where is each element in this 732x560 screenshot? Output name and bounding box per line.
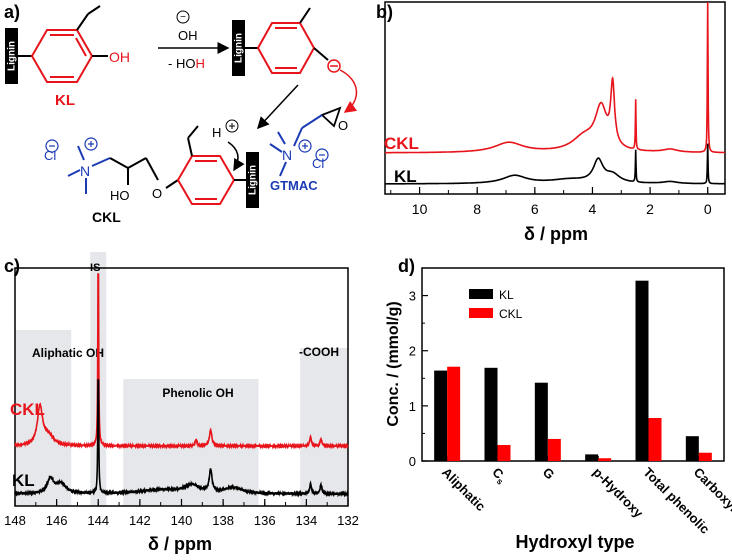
region-box <box>300 348 348 506</box>
h-plus-text: H <box>212 125 221 140</box>
ytick-label-d: 0 <box>409 454 416 469</box>
bar-ckl <box>648 417 662 461</box>
gtmac-cl: Cl <box>312 156 324 171</box>
bar-kl <box>585 454 599 461</box>
bar-ckl <box>547 438 561 461</box>
ylabel-d: Conc. / (mmol/g) <box>385 301 402 426</box>
is-label: IS <box>90 262 100 274</box>
tick-label-c: 140 <box>171 513 193 528</box>
kl-molecule: Lignin OH KL <box>5 5 130 109</box>
xlabel-d: Hydroxyl type <box>515 532 634 552</box>
ckl-n: N <box>80 163 90 179</box>
reaction-scheme: Lignin OH KL − OH - HOH Lignin <box>5 5 358 225</box>
series-line-ckl-c <box>14 273 349 450</box>
ckl-molecule: Cl N HO O Lignin CKL <box>44 125 259 225</box>
hoh-h-text: H <box>195 56 204 71</box>
gtmac-molecule: O N Cl GTMAC <box>269 106 348 193</box>
category-label: p-Hydroxy <box>590 465 647 522</box>
panel-b-label: b) <box>376 2 393 22</box>
legend-swatch-kl <box>469 289 493 299</box>
category-label: G <box>540 465 558 483</box>
category-label: Aliphatic <box>439 465 488 514</box>
tick-label-c: 138 <box>212 513 234 528</box>
panel-d-label: d) <box>398 256 415 276</box>
series-line-ckl-b <box>385 1 725 154</box>
tick-label-b: 2 <box>646 201 654 217</box>
gtmac-n: N <box>282 147 292 163</box>
bar-kl <box>685 436 699 461</box>
tick-label-c: 144 <box>87 513 109 528</box>
series-line-kl-c <box>14 379 349 498</box>
minus-sign: − <box>180 12 186 23</box>
bar-ckl <box>598 458 612 461</box>
category-label: Cs <box>488 465 510 487</box>
lignin-text: Lignin <box>7 41 18 71</box>
ytick-label-d: 1 <box>409 399 416 414</box>
hoh-pre-text: - HO <box>168 56 195 71</box>
tick-label-c: 136 <box>254 513 276 528</box>
deprotonation-arrow: − OH - HOH <box>158 10 230 71</box>
nmr-1h-chart: δ / ppm CKL KL 10 8 6 4 2 0 <box>384 1 726 244</box>
nmr-31p-chart: δ / ppm CKL KL Aliphatic OH Phenolic OH -C… <box>4 252 359 554</box>
legend-label-ckl: CKL <box>499 307 523 321</box>
bar-kl <box>434 370 448 461</box>
ckl-ether-o: O <box>152 186 162 201</box>
legend-swatch-ckl <box>469 308 493 318</box>
legend-ckl-c: CKL <box>10 400 45 419</box>
tick-label-c: 148 <box>4 513 26 528</box>
region-label: Phenolic OH <box>162 386 233 400</box>
series-line-kl-b <box>385 143 725 185</box>
legend-kl-b: KL <box>394 167 417 186</box>
tick-label-b: 4 <box>589 201 597 217</box>
xlabel-c: δ / ppm <box>148 534 212 554</box>
tick-label-c: 142 <box>129 513 151 528</box>
legend-ckl-b: CKL <box>384 134 419 153</box>
bar-ckl <box>698 452 712 461</box>
tick-label-c: 146 <box>46 513 68 528</box>
tick-label-b: 8 <box>473 201 481 217</box>
legend-label-kl: KL <box>499 288 514 302</box>
epoxide-o: O <box>338 118 348 133</box>
kl-name: KL <box>55 92 75 109</box>
ckl-name: CKL <box>92 209 121 225</box>
ytick-label-d: 2 <box>409 344 416 359</box>
region-label: Aliphatic OH <box>32 346 104 360</box>
svg-text:- HOH: - HOH <box>168 56 205 71</box>
panel-a: a) Lignin OH KL − OH - HOH <box>0 0 380 250</box>
bar-kl <box>635 280 649 461</box>
oh-ion-text: OH <box>178 28 198 43</box>
ckl-ho: HO <box>110 188 130 203</box>
bar-kl <box>484 367 498 461</box>
region-label: -COOH <box>299 345 339 359</box>
ckl-cl: Cl <box>44 148 56 163</box>
panel-c: c) δ / ppm CKL KL Aliphatic OH Phenolic O… <box>0 250 370 555</box>
xlabel-b: δ / ppm <box>524 224 588 244</box>
bar-ckl <box>497 445 511 461</box>
plot-frame-b <box>384 1 726 195</box>
bar-kl <box>534 382 548 461</box>
phenolate-molecule: Lignin <box>232 7 358 113</box>
kl-oh-text: OH <box>109 49 130 65</box>
tick-label-b: 6 <box>531 201 539 217</box>
tick-label-b: 0 <box>704 201 712 217</box>
legend-kl-c: KL <box>12 471 35 490</box>
ytick-label-d: 3 <box>409 289 416 304</box>
tick-label-c: 132 <box>337 513 359 528</box>
panel-a-label: a) <box>4 2 21 22</box>
lignin-block <box>5 28 18 84</box>
panel-b: b) δ / ppm CKL KL 10 8 6 4 2 0 <box>376 0 732 250</box>
panel-d: d) Conc. / (mmol/g) Hydroxyl type 0 1 2 3 Al… <box>370 250 732 555</box>
tick-label-b: 10 <box>412 201 428 217</box>
hydroxyl-bar-chart: Conc. / (mmol/g) Hydroxyl type 0 1 2 3 Aliph… <box>385 267 732 552</box>
lignin-text-2: Lignin <box>234 33 245 63</box>
panel-c-label: c) <box>4 256 21 276</box>
tick-label-c: 134 <box>296 513 318 528</box>
bar-ckl <box>447 366 461 461</box>
plot-frame-d <box>421 267 725 462</box>
lignin-text-3: Lignin <box>248 165 259 195</box>
gtmac-name: GTMAC <box>270 178 318 193</box>
